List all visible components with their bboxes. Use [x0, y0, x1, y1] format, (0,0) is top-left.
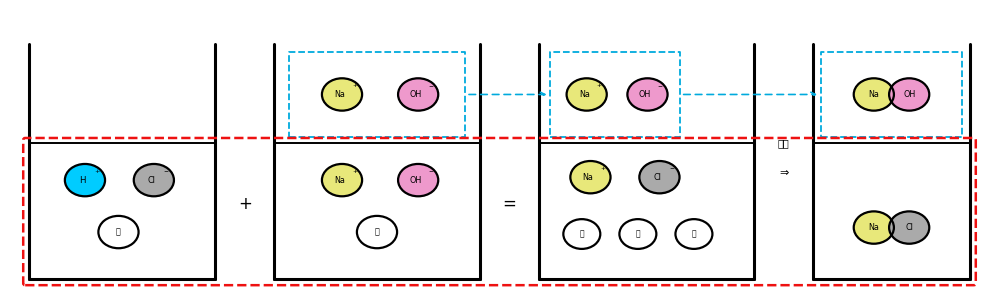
Text: +: + [600, 166, 605, 171]
Text: Cl: Cl [653, 173, 661, 182]
Text: OH: OH [903, 90, 915, 99]
Ellipse shape [639, 161, 679, 193]
Text: 水: 水 [375, 228, 380, 237]
Text: +: + [352, 169, 357, 174]
Text: −: − [429, 83, 434, 88]
Ellipse shape [675, 219, 712, 249]
Text: +: + [95, 169, 100, 174]
Text: H: H [79, 176, 86, 185]
Ellipse shape [322, 78, 362, 111]
Text: Na: Na [578, 90, 589, 99]
Text: Na: Na [582, 173, 593, 182]
Text: OH: OH [410, 176, 422, 185]
Ellipse shape [619, 219, 656, 249]
Ellipse shape [398, 78, 439, 111]
Ellipse shape [398, 164, 439, 196]
Ellipse shape [65, 164, 105, 196]
Ellipse shape [570, 161, 610, 193]
Ellipse shape [854, 78, 894, 111]
Ellipse shape [889, 78, 929, 111]
Text: 水: 水 [116, 228, 121, 237]
Ellipse shape [134, 164, 174, 196]
Bar [821, 52, 962, 137]
Text: 水: 水 [579, 230, 584, 238]
Text: ⇒: ⇒ [779, 168, 788, 178]
Bar [289, 52, 466, 137]
Text: 水: 水 [691, 230, 696, 238]
Text: 加熱: 加熱 [778, 138, 789, 148]
Text: =: = [502, 195, 516, 213]
Text: −: − [669, 166, 674, 171]
Text: −: − [657, 83, 662, 88]
Bar [550, 52, 680, 137]
Ellipse shape [627, 78, 667, 111]
Text: Cl: Cl [148, 176, 156, 185]
Text: Na: Na [335, 90, 345, 99]
Text: OH: OH [410, 90, 422, 99]
Ellipse shape [98, 216, 139, 248]
Text: OH: OH [639, 90, 651, 99]
Ellipse shape [357, 216, 397, 248]
Text: Na: Na [868, 223, 879, 232]
Text: Na: Na [335, 176, 345, 185]
Ellipse shape [566, 78, 606, 111]
Ellipse shape [854, 211, 894, 244]
Text: Na: Na [868, 90, 879, 99]
Text: Cl: Cl [905, 223, 913, 232]
Text: 水: 水 [635, 230, 640, 238]
Text: −: − [164, 169, 169, 174]
Text: +: + [238, 195, 252, 213]
Ellipse shape [322, 164, 362, 196]
Text: +: + [352, 83, 357, 88]
Ellipse shape [563, 219, 600, 249]
Text: −: − [429, 169, 434, 174]
Ellipse shape [889, 211, 929, 244]
Text: +: + [596, 83, 601, 88]
